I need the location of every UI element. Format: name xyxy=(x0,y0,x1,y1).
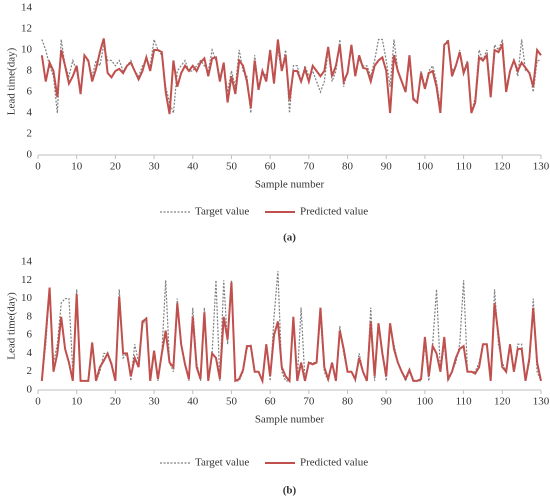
x-tick-label: 110 xyxy=(456,396,473,408)
series-line xyxy=(41,37,541,114)
y-tick-label: 4 xyxy=(27,347,33,359)
x-tick-label: 60 xyxy=(265,161,277,173)
panel-title: (b) xyxy=(283,485,297,497)
x-tick-label: 80 xyxy=(342,161,354,173)
panel-title: (a) xyxy=(283,232,296,244)
x-tick-label: 70 xyxy=(303,161,315,173)
x-tick-label: 0 xyxy=(35,396,41,408)
x-tick-label: 120 xyxy=(494,396,511,408)
y-axis-label: Lead time(day) xyxy=(6,292,18,360)
x-tick-label: 30 xyxy=(149,396,161,408)
x-tick-label: 50 xyxy=(226,396,238,408)
y-tick-label: 0 xyxy=(27,149,33,161)
x-tick-label: 30 xyxy=(149,161,161,173)
x-tick-label: 110 xyxy=(456,161,473,173)
x-tick-label: 60 xyxy=(265,396,277,408)
series-line xyxy=(40,38,542,115)
legend-label: Predicted value xyxy=(300,206,368,218)
x-tick-label: 90 xyxy=(381,396,393,408)
y-axis-label: Lead time(day) xyxy=(6,47,18,115)
x-tick-label: 20 xyxy=(110,396,122,408)
y-tick-label: 4 xyxy=(27,107,33,119)
y-tick-label: 14 xyxy=(21,2,33,14)
x-tick-label: 0 xyxy=(35,161,41,173)
x-tick-label: 10 xyxy=(71,161,83,173)
x-axis-label: Sample number xyxy=(255,179,325,191)
x-tick-label: 70 xyxy=(303,396,315,408)
y-tick-label: 8 xyxy=(27,310,33,322)
y-tick-label: 10 xyxy=(21,44,33,56)
y-tick-label: 2 xyxy=(27,128,33,140)
y-tick-label: 10 xyxy=(21,292,33,304)
x-tick-label: 130 xyxy=(533,396,550,408)
y-tick-label: 6 xyxy=(27,86,33,98)
legend-label: Predicted value xyxy=(300,457,368,469)
legend-label: Target value xyxy=(195,457,249,469)
x-tick-label: 40 xyxy=(187,161,199,173)
y-tick-label: 14 xyxy=(21,256,33,268)
x-tick-label: 130 xyxy=(533,161,550,173)
y-tick-label: 0 xyxy=(27,384,33,396)
series-line xyxy=(40,282,542,385)
legend-label: Target value xyxy=(195,206,249,218)
x-tick-label: 50 xyxy=(226,161,238,173)
x-tick-label: 120 xyxy=(494,161,511,173)
x-tick-label: 100 xyxy=(417,161,434,173)
x-tick-label: 40 xyxy=(187,396,199,408)
x-tick-label: 100 xyxy=(417,396,434,408)
y-tick-label: 2 xyxy=(27,365,33,377)
y-tick-label: 12 xyxy=(21,23,32,35)
x-tick-label: 10 xyxy=(71,396,83,408)
x-axis-label: Sample number xyxy=(255,414,325,426)
y-tick-label: 12 xyxy=(21,274,32,286)
y-tick-label: 6 xyxy=(27,329,33,341)
x-tick-label: 80 xyxy=(342,396,354,408)
y-tick-label: 8 xyxy=(27,65,33,77)
x-tick-label: 20 xyxy=(110,161,122,173)
x-tick-label: 90 xyxy=(381,161,393,173)
